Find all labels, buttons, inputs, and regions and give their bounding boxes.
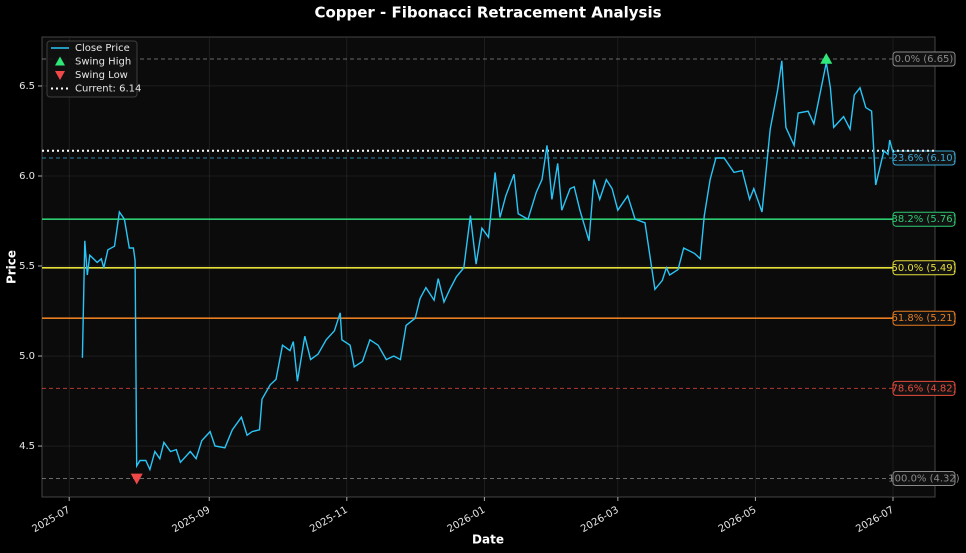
fib-label: 0.0% (6.65) <box>895 54 954 65</box>
legend-label: Swing High <box>75 57 131 68</box>
fib-label-box <box>892 260 956 276</box>
y-tick-label: 6.0 <box>19 171 35 182</box>
fib-label: 78.6% (4.82) <box>891 383 956 394</box>
chart-title: Copper - Fibonacci Retracement Analysis <box>314 4 661 22</box>
fib-label: 50.0% (5.49) <box>891 263 956 274</box>
legend-label: Swing Low <box>75 70 128 81</box>
fib-label: 100.0% (4.32) <box>888 473 959 484</box>
legend-swatch <box>55 56 65 66</box>
legend-label: Current: 6.14 <box>75 84 141 95</box>
fib-label: 61.8% (5.21) <box>891 313 956 324</box>
y-tick-label: 5.0 <box>19 351 35 362</box>
fib-label: 38.2% (5.76) <box>891 214 956 225</box>
x-axis-label: Date <box>472 533 504 547</box>
swing-marker <box>130 473 143 485</box>
fib-label-box <box>892 310 956 326</box>
y-tick-label: 4.5 <box>19 441 35 452</box>
fib-label-box <box>892 51 956 67</box>
legend-box <box>46 40 138 98</box>
fib-label-box <box>892 211 956 227</box>
legend-swatch <box>55 71 65 80</box>
swing-marker <box>820 52 833 64</box>
fib-label-box <box>892 470 956 486</box>
y-tick-label: 5.5 <box>19 261 35 272</box>
fib-label-box <box>892 380 956 396</box>
price-line <box>81 60 894 472</box>
fib-label: 23.6% (6.10) <box>891 153 956 164</box>
y-axis-label: Price <box>5 250 19 284</box>
y-tick-label: 6.5 <box>19 81 35 92</box>
legend-label: Close Price <box>75 43 130 54</box>
plot-area <box>41 36 936 498</box>
